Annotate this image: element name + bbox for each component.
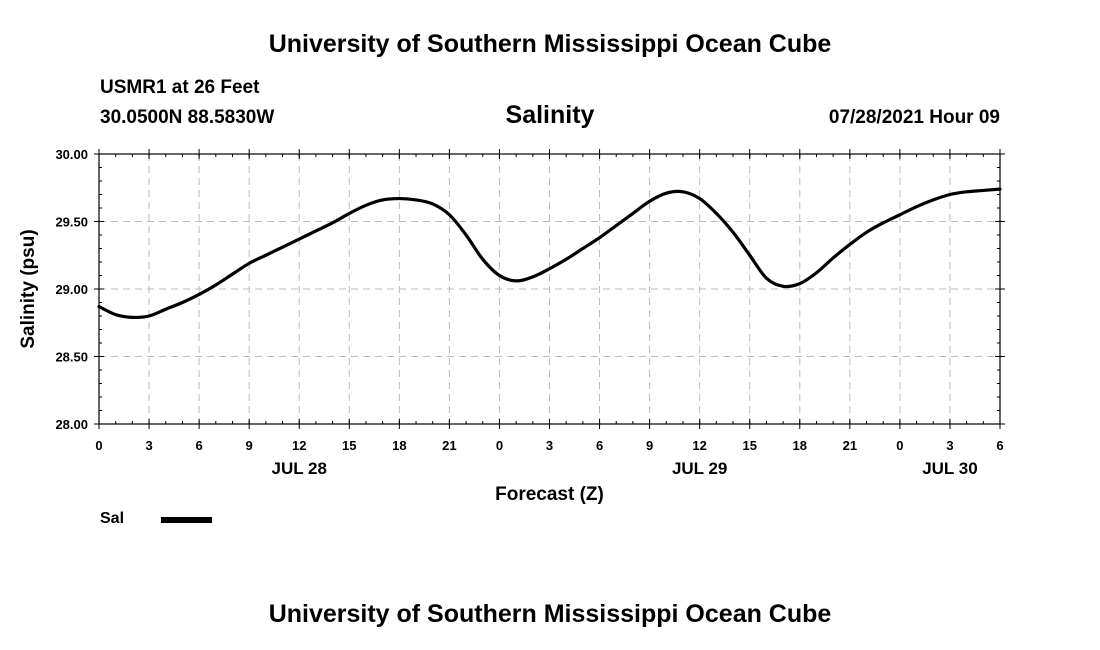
x-tick-label: 12: [692, 438, 706, 453]
x-tick-label: 21: [843, 438, 857, 453]
y-tick-label: 29.00: [55, 282, 88, 297]
x-tick-label: 6: [596, 438, 603, 453]
series-line-sal: [97, 187, 1002, 320]
coordinates-label: 30.0500N 88.5830W: [100, 107, 275, 128]
x-tick-label: 6: [195, 438, 202, 453]
page-title: University of Southern Mississippi Ocean…: [268, 30, 832, 58]
tick-label-layer: 28.00 28.50 29.00 29.50 30.00 0 3 6 9 12 15 18 21 0 3 6…: [55, 147, 1003, 478]
y-tick-label: 28.00: [55, 417, 88, 432]
x-tick-label: 0: [896, 438, 903, 453]
grid-layer: [99, 154, 1000, 424]
x-tick-label: 9: [246, 438, 253, 453]
y-tick-label: 28.50: [55, 350, 88, 365]
day-label: JUL 28: [271, 459, 326, 478]
x-tick-label: 15: [742, 438, 756, 453]
x-tick-label: 3: [145, 438, 152, 453]
x-tick-label: 3: [946, 438, 953, 453]
x-tick-label: 21: [442, 438, 456, 453]
chart-title: Salinity: [505, 101, 595, 129]
day-label: JUL 29: [672, 459, 727, 478]
day-label: JUL 30: [922, 459, 977, 478]
x-tick-label: 18: [793, 438, 807, 453]
x-tick-label: 6: [996, 438, 1003, 453]
y-tick-label: 29.50: [55, 215, 88, 230]
y-tick-label: 30.00: [55, 147, 88, 162]
x-tick-label: 15: [342, 438, 356, 453]
y-axis-title: Salinity (psu): [18, 229, 39, 348]
x-tick-label: 0: [496, 438, 503, 453]
footer-title: University of Southern Mississippi Ocean…: [268, 600, 832, 628]
x-tick-label: 12: [292, 438, 306, 453]
x-tick-label: 0: [95, 438, 102, 453]
x-tick-label: 18: [392, 438, 406, 453]
x-axis-title: Forecast (Z): [495, 484, 604, 505]
x-tick-label: 3: [546, 438, 553, 453]
legend-swatch: [161, 517, 212, 523]
x-tick-label: 9: [646, 438, 653, 453]
station-label: USMR1 at 26 Feet: [100, 77, 260, 98]
forecast-datetime: 07/28/2021 Hour 09: [828, 107, 1000, 128]
legend-label: Sal: [100, 510, 125, 527]
plot-frame: [98, 153, 1001, 425]
